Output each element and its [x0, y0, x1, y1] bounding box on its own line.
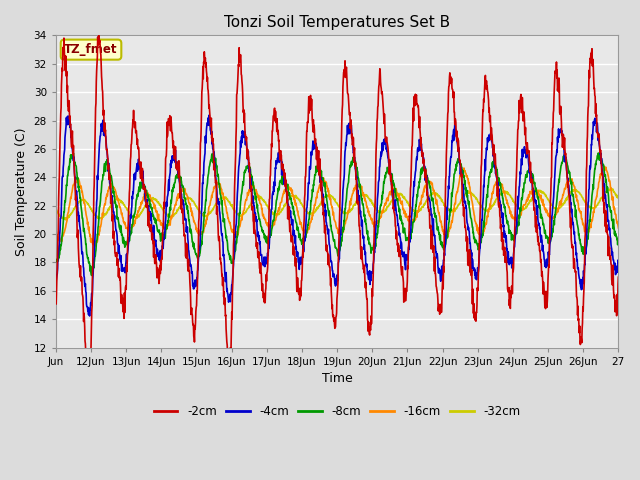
Legend: -2cm, -4cm, -8cm, -16cm, -32cm: -2cm, -4cm, -8cm, -16cm, -32cm: [149, 400, 525, 423]
-4cm: [86, 313, 93, 319]
-8cm: [340, 218, 348, 224]
-8cm: [88, 273, 95, 278]
-32cm: [153, 198, 161, 204]
-4cm: [340, 171, 348, 177]
-2cm: [95, 33, 102, 38]
-8cm: [307, 207, 314, 213]
Line: -4cm: -4cm: [56, 115, 618, 316]
-4cm: [440, 250, 448, 256]
-32cm: [307, 211, 314, 216]
-2cm: [340, 67, 348, 72]
-2cm: [154, 275, 161, 281]
-4cm: [205, 112, 213, 118]
Line: -16cm: -16cm: [56, 166, 618, 246]
Line: -2cm: -2cm: [56, 36, 618, 388]
-8cm: [52, 258, 60, 264]
-4cm: [52, 281, 60, 287]
-32cm: [63, 215, 70, 220]
-2cm: [63, 73, 70, 79]
-8cm: [614, 238, 622, 243]
Line: -8cm: -8cm: [56, 153, 618, 276]
-32cm: [604, 186, 612, 192]
-4cm: [63, 115, 70, 120]
-32cm: [579, 194, 586, 200]
-16cm: [614, 225, 622, 231]
-2cm: [52, 298, 60, 304]
-32cm: [614, 195, 622, 201]
-4cm: [579, 275, 587, 280]
-16cm: [52, 227, 60, 233]
-4cm: [307, 157, 315, 163]
-2cm: [614, 274, 622, 280]
-16cm: [153, 208, 161, 214]
-8cm: [63, 182, 70, 188]
-32cm: [52, 206, 60, 212]
-32cm: [340, 210, 348, 216]
X-axis label: Time: Time: [322, 372, 353, 385]
-2cm: [85, 385, 93, 391]
-16cm: [600, 163, 607, 169]
-16cm: [63, 220, 70, 226]
-8cm: [579, 244, 587, 250]
-8cm: [153, 223, 161, 229]
-16cm: [307, 219, 314, 225]
Title: Tonzi Soil Temperatures Set B: Tonzi Soil Temperatures Set B: [224, 15, 450, 30]
-16cm: [579, 219, 586, 225]
-16cm: [440, 231, 448, 237]
-32cm: [62, 217, 70, 223]
-8cm: [561, 150, 569, 156]
-4cm: [614, 260, 622, 266]
-32cm: [440, 201, 448, 207]
Y-axis label: Soil Temperature (C): Soil Temperature (C): [15, 127, 28, 256]
-4cm: [153, 254, 161, 260]
-16cm: [91, 243, 99, 249]
-2cm: [307, 106, 315, 112]
-2cm: [440, 234, 448, 240]
-16cm: [340, 223, 348, 228]
Text: TZ_fmet: TZ_fmet: [64, 43, 118, 56]
Line: -32cm: -32cm: [56, 189, 618, 220]
-2cm: [579, 304, 587, 310]
-8cm: [440, 247, 448, 253]
